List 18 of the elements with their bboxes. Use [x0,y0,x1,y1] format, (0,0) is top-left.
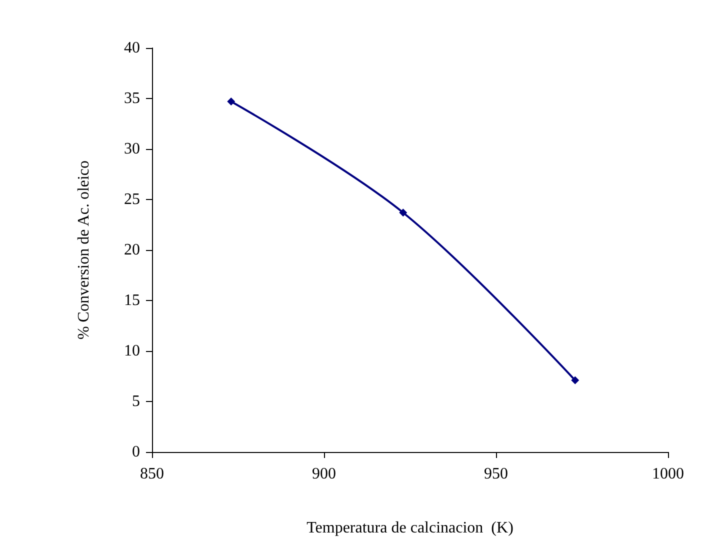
y-tick-label: 0 [132,444,140,460]
y-tick-label: 35 [124,90,140,107]
x-tick-label: 850 [140,466,164,482]
x-tick-label: 950 [484,466,508,482]
y-tick-label: 5 [132,393,140,410]
y-tick-label: 25 [124,191,140,208]
x-tick-label: 900 [312,466,336,482]
point [399,208,408,217]
y-axis-title: % Conversion de Ac. oleico [76,160,92,340]
point [571,376,580,384]
x-tick-label: 1000 [652,466,684,482]
x-axis-title: Temperatura de calcinacion (K) [306,520,514,536]
y-tick-label: 40 [124,40,140,56]
y-tick-label: 20 [124,242,140,258]
y-tick-label: 15 [124,292,140,309]
point [227,98,236,106]
y-tick-label: 10 [124,342,140,360]
y-tick-label: 30 [124,140,140,158]
